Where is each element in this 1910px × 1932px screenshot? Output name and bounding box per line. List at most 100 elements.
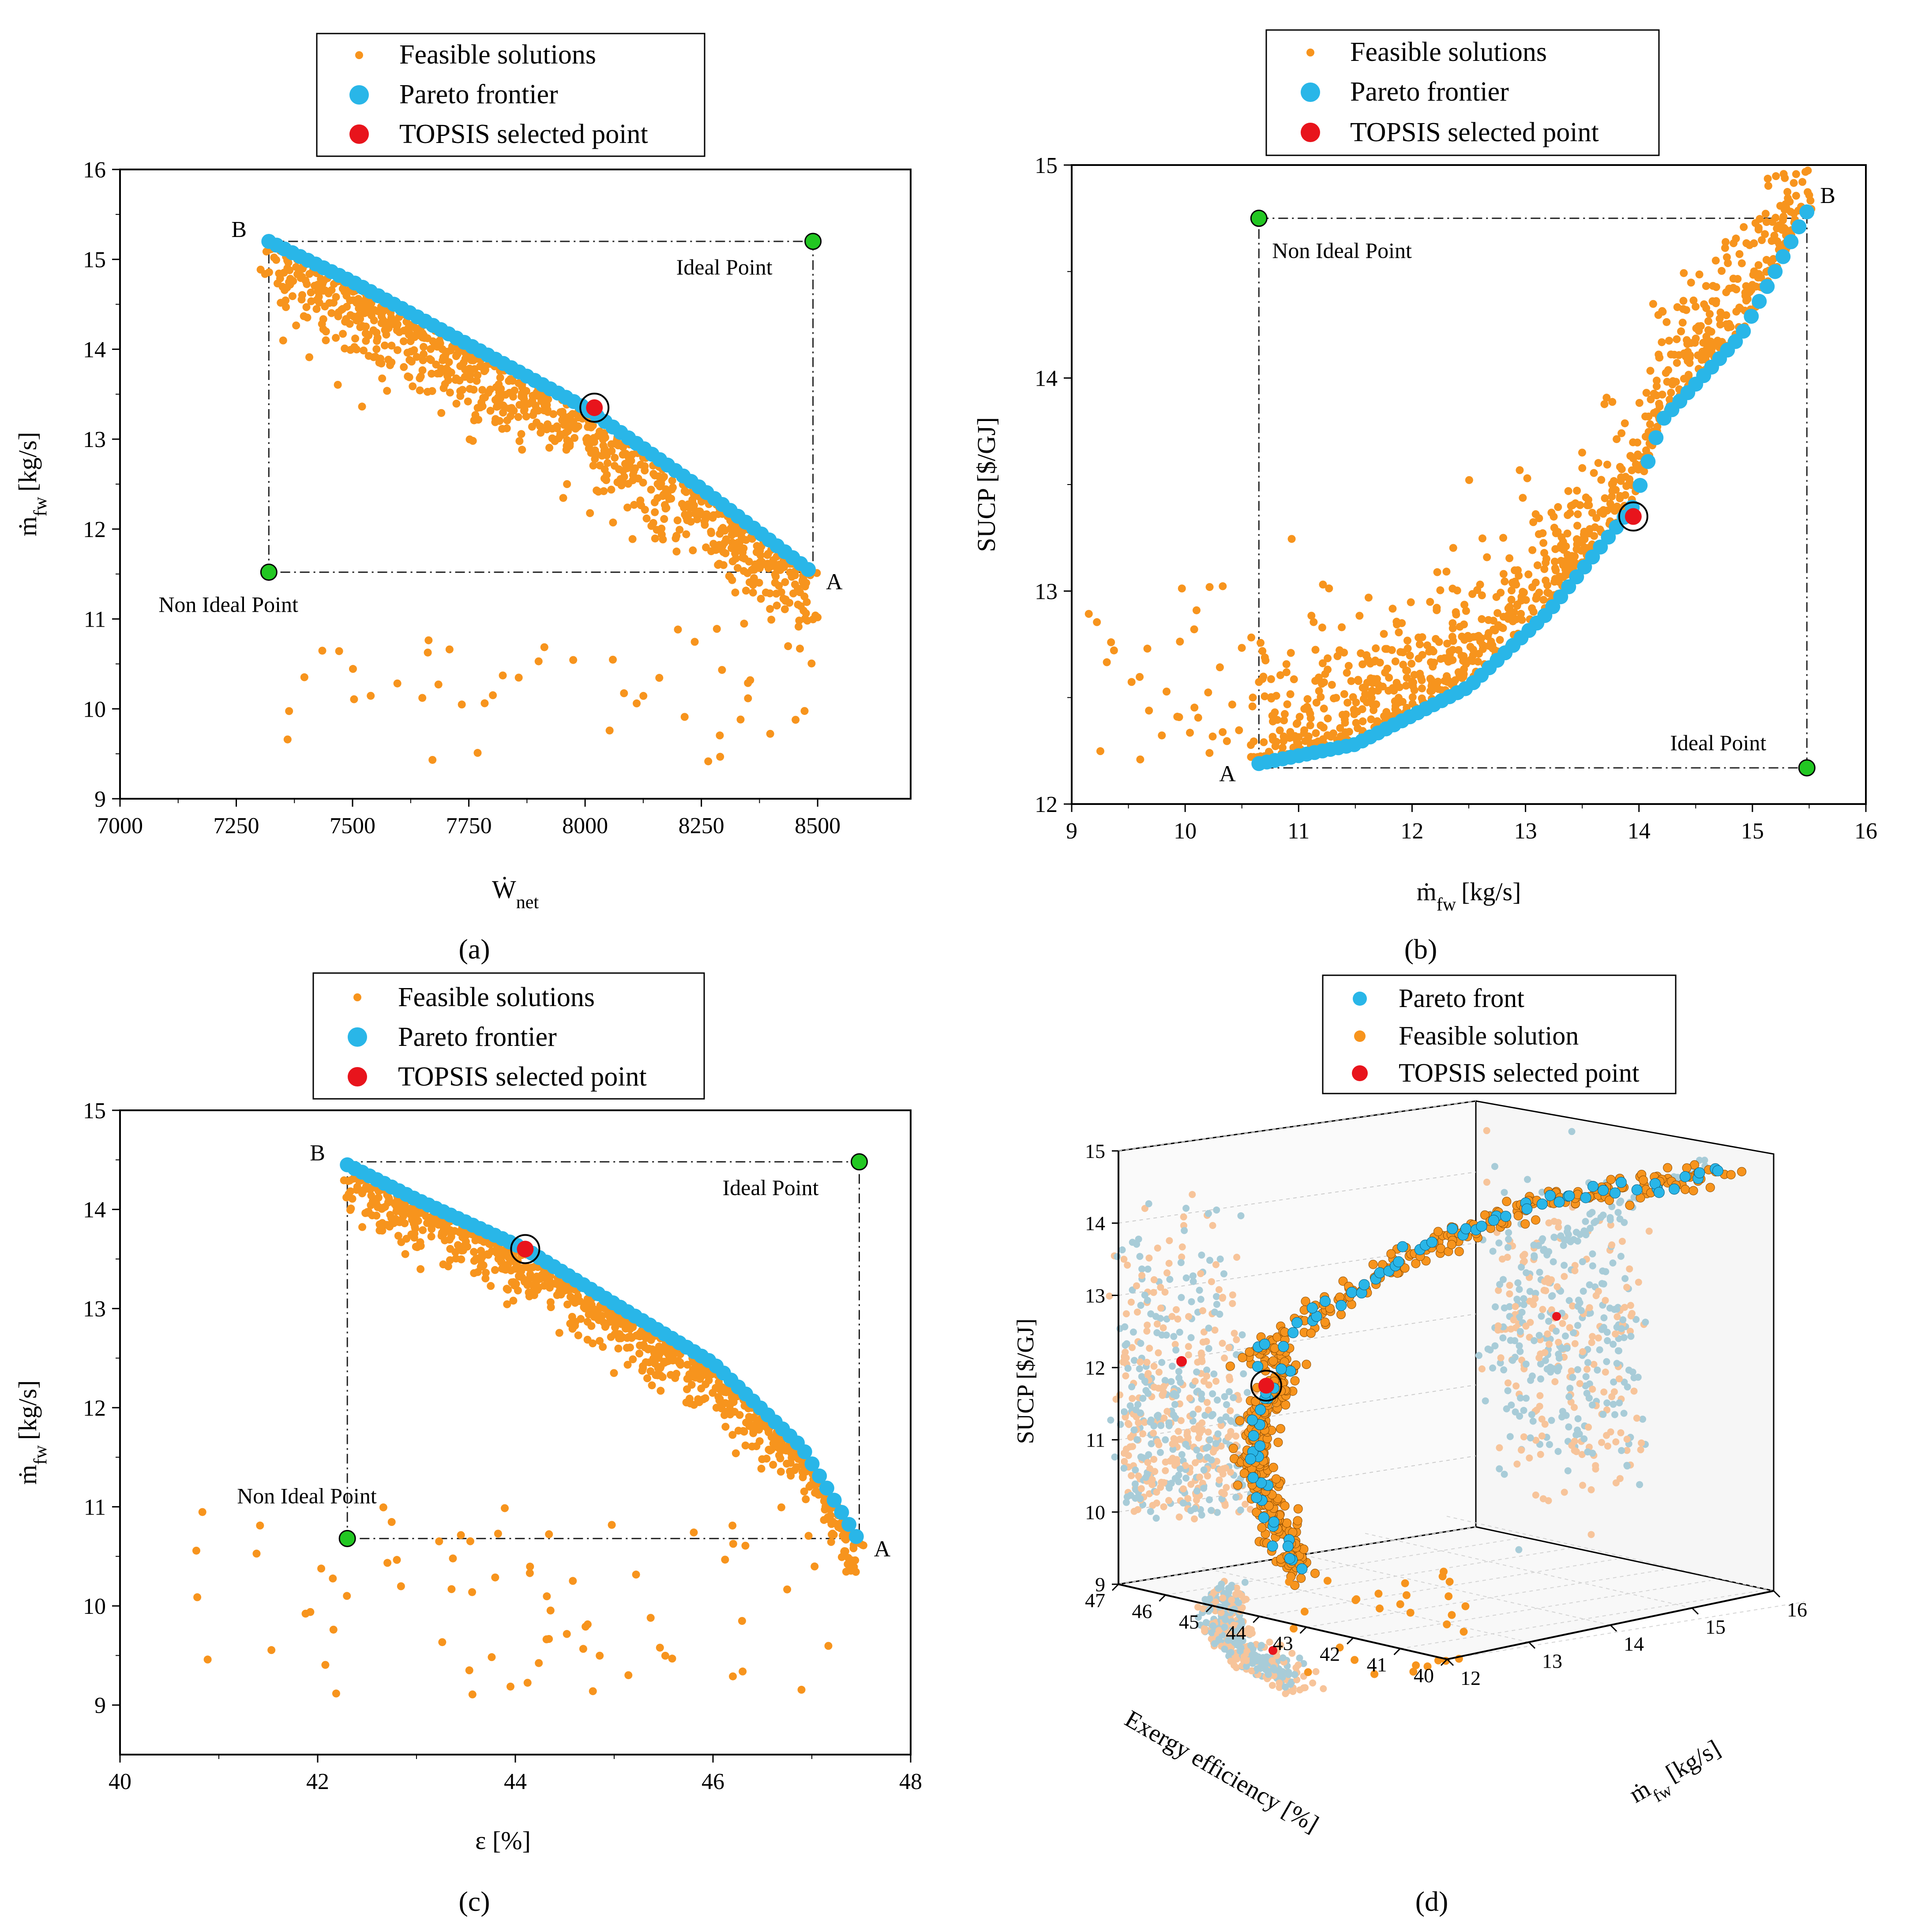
- feasible-point: [1528, 583, 1536, 591]
- feasible-point: [1205, 749, 1214, 757]
- feasible-point: [489, 691, 497, 699]
- feasible-point: [1247, 753, 1255, 761]
- projection-point: [1510, 1316, 1517, 1324]
- feasible-point-3d: [1347, 1300, 1356, 1309]
- feasible-point: [1319, 723, 1328, 732]
- feasible-point: [807, 659, 816, 668]
- projection-point: [1131, 1480, 1139, 1488]
- feasible-point: [1668, 380, 1677, 389]
- pareto-point: [848, 1529, 864, 1544]
- projection-point: [1265, 1671, 1272, 1678]
- projection-point: [1121, 1353, 1128, 1361]
- projection-point: [1582, 1373, 1590, 1380]
- feasible-point: [1683, 340, 1692, 348]
- feasible-point: [1448, 624, 1457, 632]
- feasible-point: [1354, 724, 1362, 733]
- feasible-point: [1780, 224, 1788, 232]
- projection-point: [1198, 1511, 1205, 1519]
- y-tick-label: 13: [83, 1297, 106, 1322]
- projection-point: [1538, 1312, 1545, 1320]
- feasible-point: [1761, 230, 1769, 238]
- projection-point: [1159, 1391, 1166, 1399]
- feasible-point: [746, 676, 754, 684]
- projection-point: [1268, 1657, 1276, 1665]
- projection-point: [1620, 1334, 1628, 1342]
- projection-point: [1185, 1343, 1192, 1350]
- feasible-point: [745, 1413, 753, 1421]
- feasible-point: [494, 1530, 502, 1538]
- projection-point: [1614, 1209, 1622, 1216]
- feasible-point: [791, 1466, 799, 1474]
- feasible-point: [371, 353, 379, 361]
- projection-point: [1182, 1204, 1190, 1212]
- feasible-point: [604, 459, 612, 467]
- feasible-point: [565, 438, 574, 446]
- feasible-point: [460, 1242, 468, 1250]
- projection-point: [1211, 1308, 1218, 1316]
- feasible-point: [724, 1400, 733, 1408]
- feasible-point: [1258, 647, 1267, 655]
- feasible-point: [624, 458, 632, 466]
- panel-d-legend: Pareto front Feasible solution TOPSIS se…: [1322, 974, 1677, 1094]
- projection-point: [1554, 1448, 1562, 1455]
- feasible-point: [369, 1197, 377, 1205]
- y-axis-label: ṁfw[kg/s]: [13, 1380, 51, 1485]
- projection-point: [1137, 1358, 1144, 1366]
- feasible-point: [804, 1532, 813, 1540]
- projection-point: [1230, 1394, 1237, 1402]
- feasible-point: [1287, 535, 1296, 543]
- feasible-point: [471, 411, 480, 419]
- feasible-point: [1261, 656, 1270, 665]
- feasible-point: [657, 1387, 665, 1395]
- feasible-point: [1716, 320, 1724, 329]
- feasible-point: [1388, 646, 1396, 654]
- feasible-point: [1754, 261, 1763, 269]
- feasible-point: [1219, 728, 1227, 736]
- projection-point: [1591, 1219, 1598, 1226]
- feasible-point: [444, 376, 453, 384]
- feasible-point: [1673, 359, 1681, 367]
- feasible-point: [728, 576, 736, 584]
- feasible-point: [721, 1423, 730, 1431]
- projection-point: [1157, 1422, 1165, 1429]
- feasible-point: [445, 358, 453, 366]
- projection-point: [1636, 1481, 1644, 1488]
- feasible-point: [587, 423, 595, 432]
- feasible-point: [777, 1467, 785, 1476]
- projection-point: [1506, 1433, 1514, 1440]
- feasible-point: [1426, 687, 1434, 695]
- x-axis-label: ε [%]: [475, 1826, 531, 1855]
- feasible-point: [1383, 665, 1392, 673]
- projection-point: [1215, 1627, 1223, 1634]
- feasible-point: [1096, 747, 1104, 756]
- projection-point: [1248, 1626, 1255, 1634]
- feasible-point: [1399, 648, 1407, 657]
- projection-point: [1266, 1639, 1273, 1646]
- x-tick-label: 10: [1174, 819, 1197, 844]
- projection-point: [1616, 1399, 1623, 1407]
- x-tick-label: 7000: [97, 813, 143, 838]
- projection-point: [1217, 1416, 1224, 1424]
- feasible-point: [728, 1431, 737, 1439]
- feasible-point: [1732, 234, 1740, 243]
- feasible-point: [1550, 578, 1559, 586]
- y-tick-label: 13: [83, 427, 106, 452]
- feasible-point: [798, 1468, 807, 1476]
- legend-pareto-marker: [348, 1027, 367, 1047]
- projection-point: [1610, 1378, 1617, 1386]
- feasible-point: [1633, 438, 1642, 447]
- projection-point: [1200, 1485, 1208, 1492]
- feasible-point: [611, 1316, 619, 1325]
- feasible-point: [1601, 494, 1609, 503]
- projection-point: [1137, 1340, 1144, 1347]
- projection-point: [1518, 1263, 1525, 1271]
- feasible-point: [508, 376, 517, 385]
- legend-pareto-marker: [349, 85, 369, 105]
- feasible-point: [614, 441, 622, 450]
- feasible-point: [719, 561, 728, 569]
- feasible-point: [1504, 615, 1512, 623]
- feasible-point: [379, 1203, 387, 1212]
- feasible-point: [535, 1659, 543, 1667]
- projection-point: [1615, 1375, 1623, 1383]
- projection-point: [1600, 1314, 1608, 1322]
